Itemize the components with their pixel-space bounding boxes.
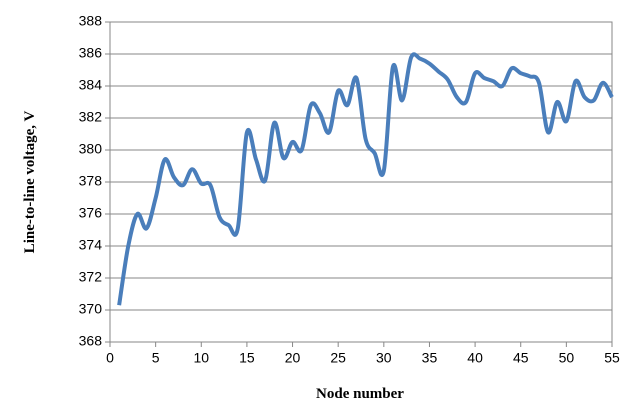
x-tick-label: 45: [513, 350, 529, 366]
data-line: [117, 52, 614, 306]
y-tick-label: 370: [79, 301, 103, 317]
y-tick-label: 374: [79, 237, 103, 253]
x-tick-label: 35: [422, 350, 438, 366]
x-tick-label: 10: [193, 350, 209, 366]
x-tick-label: 20: [285, 350, 301, 366]
y-tick-label: 382: [79, 109, 103, 125]
x-tick-label: 15: [239, 350, 255, 366]
plot-border: [109, 21, 613, 343]
y-axis-title: Line-to-line voltage, V: [22, 111, 38, 254]
y-tick-label: 386: [79, 45, 103, 61]
y-tick-label: 384: [79, 77, 103, 93]
y-tick-label: 376: [79, 205, 103, 221]
x-tick-label: 55: [604, 350, 620, 366]
x-tick-label: 30: [376, 350, 392, 366]
x-tick-label: 50: [559, 350, 575, 366]
y-tick-label: 378: [79, 173, 103, 189]
x-tick-label: 0: [106, 350, 114, 366]
x-tick-label: 25: [330, 350, 346, 366]
y-tick-label: 372: [79, 269, 103, 285]
x-axis-title: Node number: [316, 386, 404, 402]
y-tick-label: 380: [79, 141, 103, 157]
y-tick-label: 368: [79, 333, 103, 349]
y-tick-label: 388: [79, 13, 103, 29]
x-tick-label: 40: [467, 350, 483, 366]
x-tick-label: 5: [152, 350, 160, 366]
